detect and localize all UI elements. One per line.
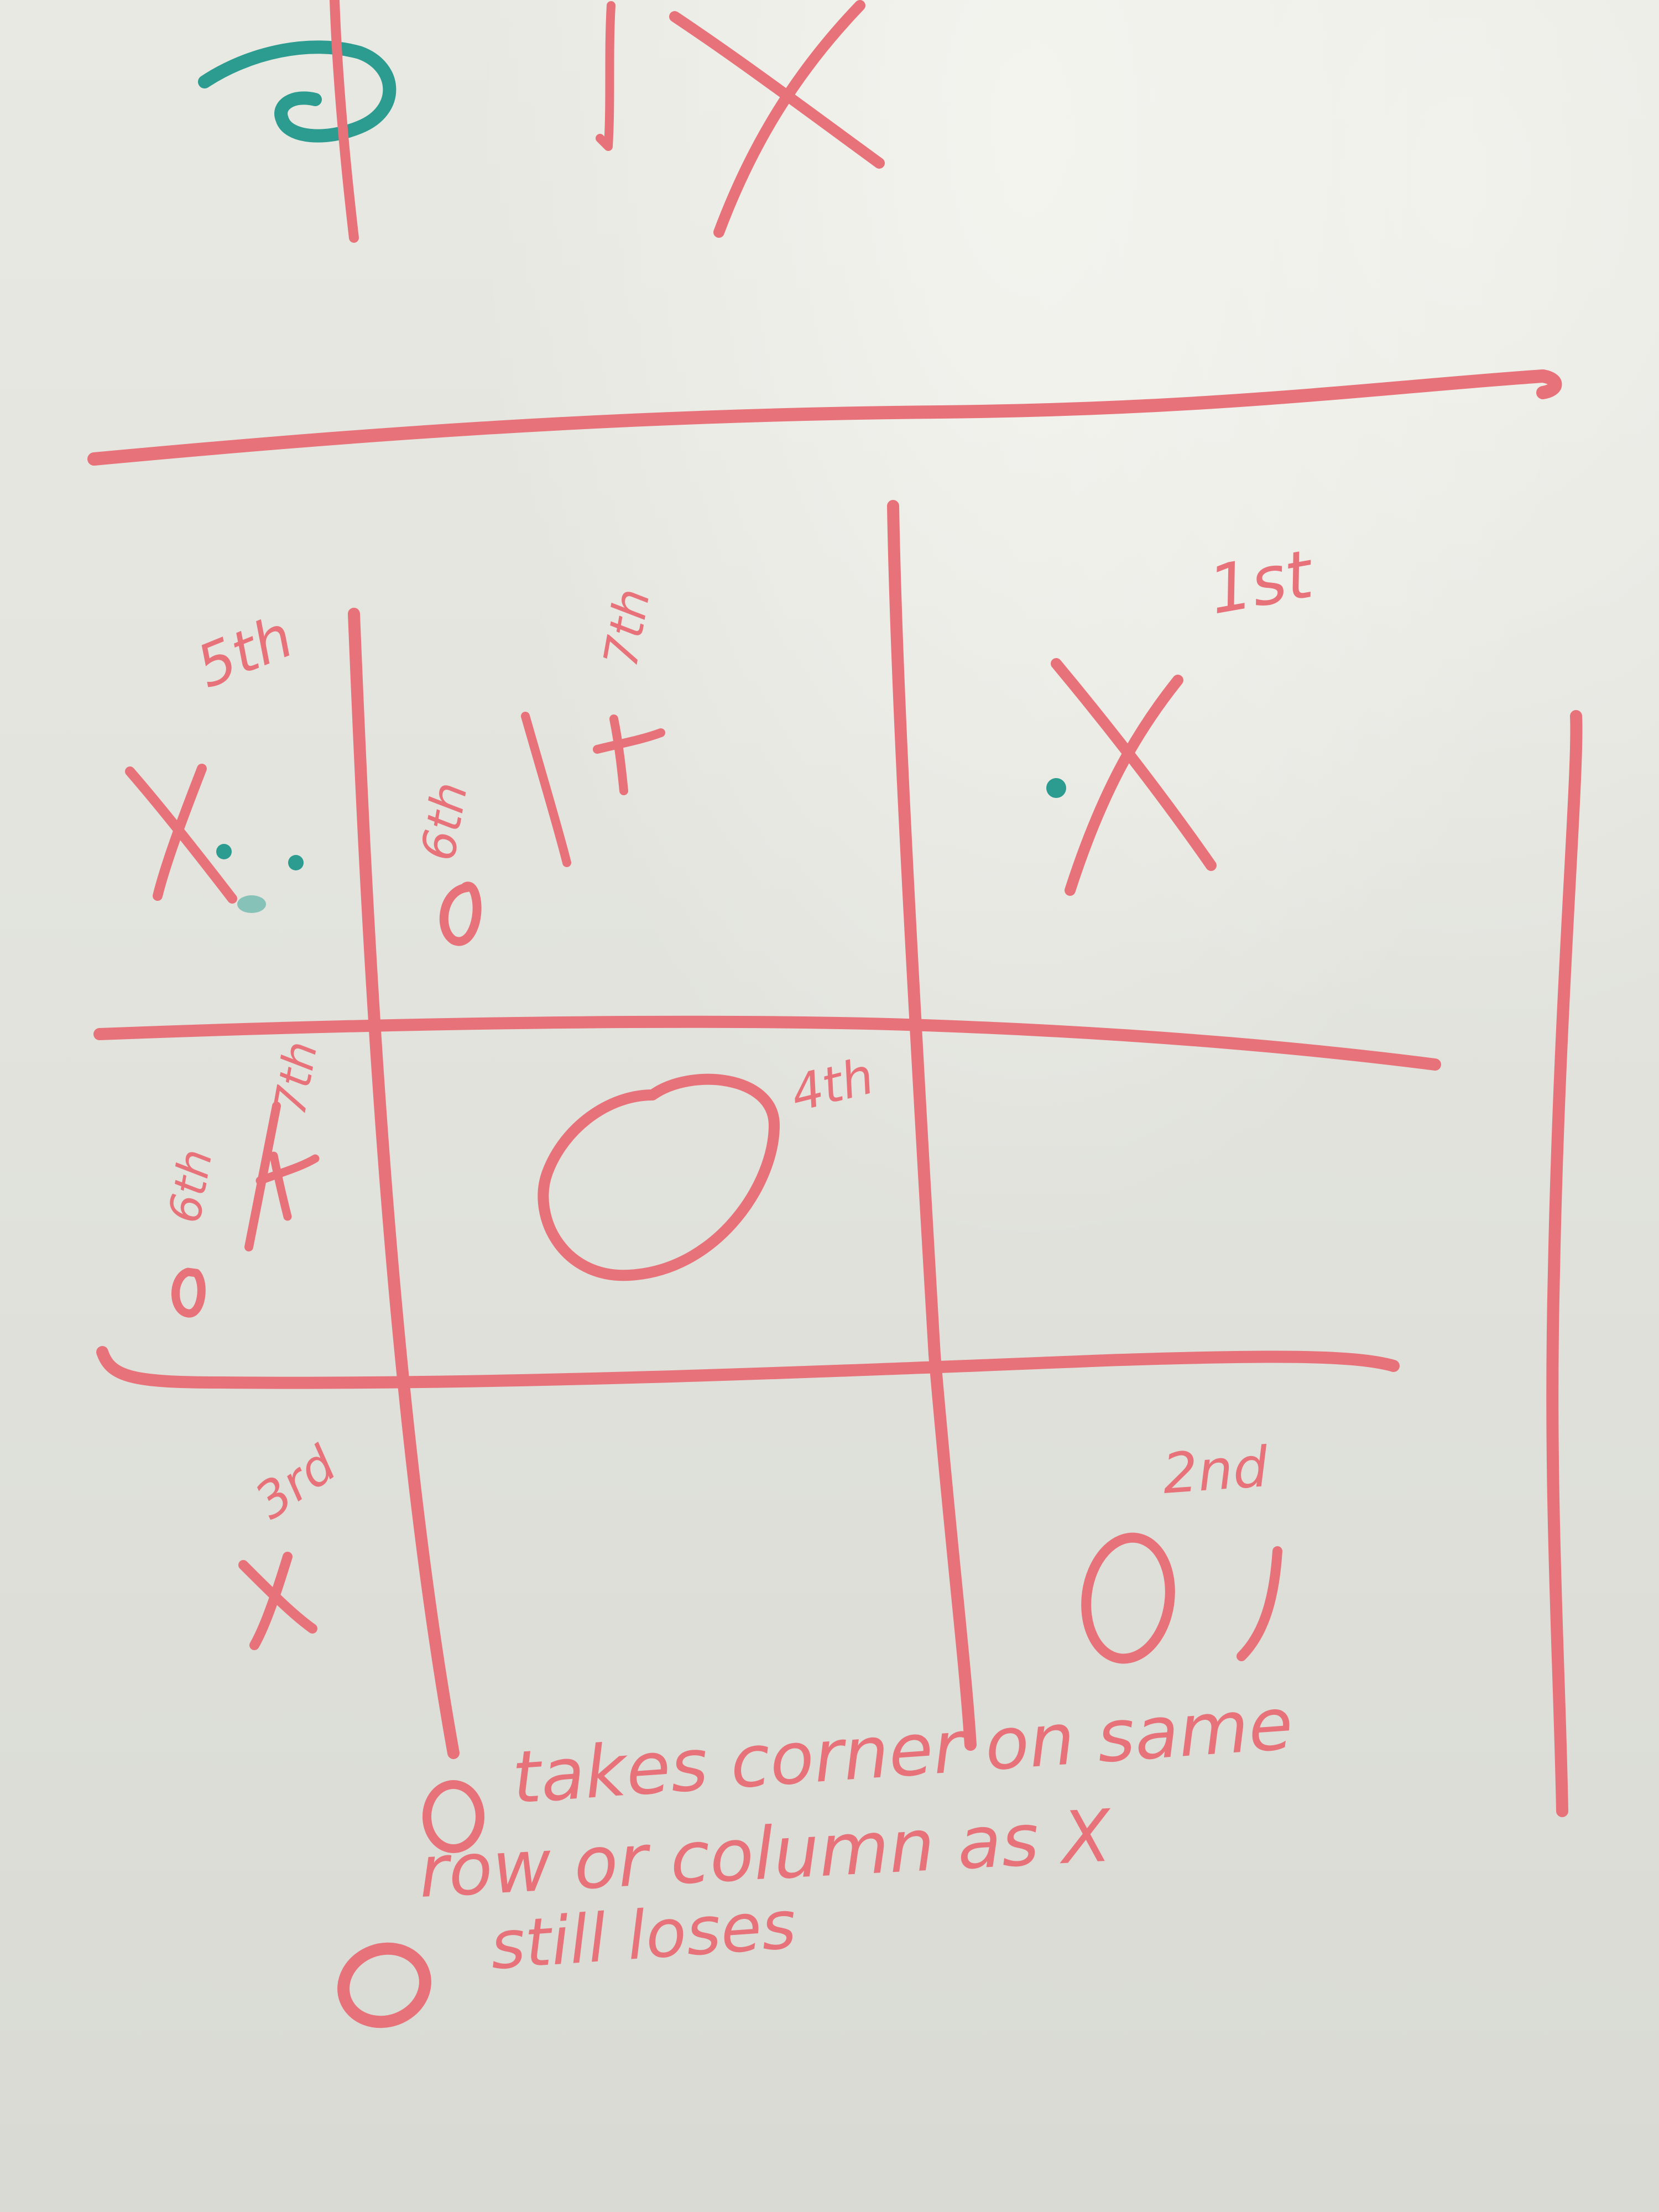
x-mark-5th (125, 764, 237, 904)
divider-slash (521, 712, 571, 867)
cell-center: 4th (538, 1047, 880, 1281)
cell-bottom-right: 2nd (1081, 1434, 1282, 1664)
label-1st: 1st (1203, 536, 1320, 630)
label-3rd: 3rd (244, 1435, 347, 1531)
label-7th-top: 7th (593, 585, 661, 671)
teal-dot (216, 844, 232, 859)
top-vertical-line-right (596, 1, 615, 151)
grid-vertical-line-3 (1546, 710, 1583, 1817)
o-mark-6th-top (439, 881, 482, 946)
teal-swirl-mark (198, 40, 397, 143)
label-2nd: 2nd (1161, 1434, 1271, 1506)
teal-smudge (237, 895, 266, 913)
grid-horizontal-line-1 (93, 1015, 1441, 1071)
grid-vertical-line-1 (348, 608, 460, 1759)
top-x-mark (669, 0, 885, 238)
x-mark-7th-top (593, 714, 665, 795)
teal-dot (288, 855, 304, 870)
cell-middle-left: 6th 7th (159, 1037, 327, 1318)
cell-bottom-left: 3rd (238, 1435, 347, 1650)
note-line-1: takes corner on same (510, 1682, 1296, 1820)
label-5th: 5th (187, 603, 302, 701)
divider-slash (244, 1102, 281, 1251)
o-mark-2nd (1081, 1532, 1175, 1664)
bullet-circle (337, 1942, 431, 2028)
grid-horizontal-line-2 (96, 1346, 1400, 1389)
cell-top-middle: 6th 7th (411, 585, 665, 946)
top-partial-drawing (198, 0, 885, 243)
label-7th-mid: 7th (264, 1037, 327, 1119)
bullet-circle (422, 1780, 484, 1853)
grid-vertical-line-2 (887, 500, 977, 1751)
separator-line (87, 369, 1562, 466)
label-4th: 4th (785, 1047, 880, 1123)
handwritten-notes: takes corner on same row or column as X … (337, 1682, 1296, 2028)
x-mark-1st (1051, 658, 1217, 896)
teal-dot (1046, 778, 1066, 798)
o-mark-4th (538, 1073, 780, 1281)
tic-tac-toe-grid (93, 500, 1583, 1817)
cell-top-left: 5th (125, 603, 304, 913)
x-mark-7th-mid (255, 1151, 320, 1221)
top-vertical-line-left (330, 0, 359, 243)
cell-top-right: 1st (1046, 536, 1320, 896)
bracket-stroke (1237, 1546, 1282, 1661)
label-6th-top: 6th (411, 778, 478, 864)
o-mark-6th-mid (171, 1267, 206, 1318)
x-mark-3rd (238, 1552, 317, 1650)
label-6th-mid: 6th (159, 1145, 222, 1227)
